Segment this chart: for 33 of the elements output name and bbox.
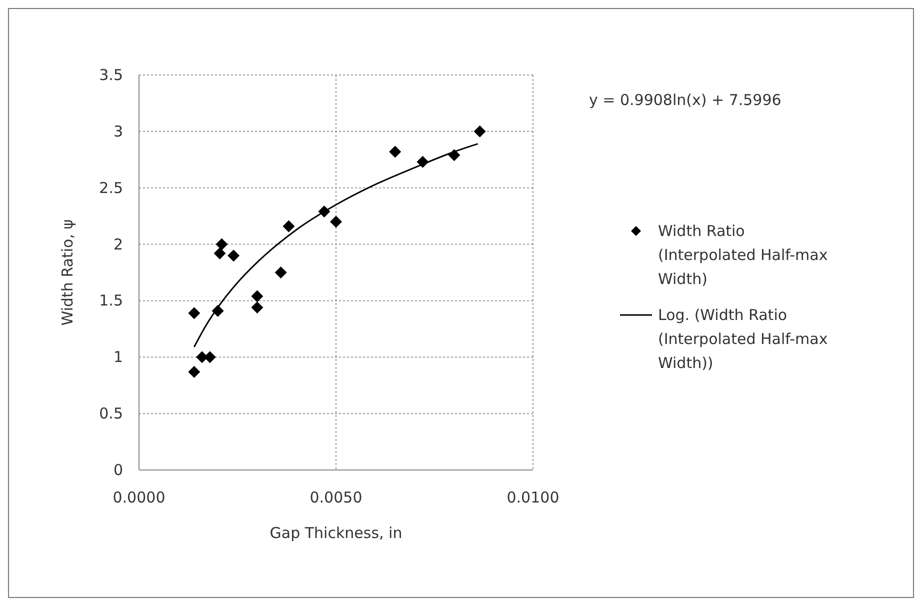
x-tick-label: 0.0000 <box>112 488 166 507</box>
point <box>416 156 429 168</box>
point <box>282 220 295 232</box>
point <box>228 250 240 262</box>
y-axis-title: Width Ratio, ψ <box>58 219 76 326</box>
point <box>251 301 264 314</box>
y-tick-label: 1 <box>113 348 123 366</box>
y-tick-label: 2.5 <box>99 178 123 197</box>
text: y = 0.9908ln(x) + 7.5996 <box>589 91 782 109</box>
legend-label: Log. (Width Ratio (Interpolated Half-max Width)) <box>658 305 828 374</box>
x-axis-title: Gap Thickness, in <box>270 524 402 542</box>
point <box>188 366 200 378</box>
point <box>330 216 342 228</box>
y-tick-label: 2 <box>113 235 123 254</box>
point <box>448 149 460 162</box>
y-tick-label: 1.5 <box>99 292 123 310</box>
point <box>212 304 224 317</box>
point <box>318 206 330 218</box>
y-tick-label: 0.5 <box>99 404 123 423</box>
x-tick-label: 0.0050 <box>310 488 362 507</box>
y-tick-label: 3 <box>113 122 123 140</box>
x-tick-label: 0.0100 <box>506 488 560 507</box>
legend-label: Width Ratio (Interpolated Half-max Width) <box>658 221 828 290</box>
point <box>214 247 226 260</box>
line-series <box>193 143 479 348</box>
point <box>274 266 287 278</box>
point <box>188 307 200 320</box>
point <box>474 125 486 138</box>
point <box>251 290 264 302</box>
point <box>389 146 402 158</box>
y-tick-label: 0 <box>113 461 123 479</box>
y-tick-label: 3.5 <box>99 66 123 84</box>
point <box>216 238 228 250</box>
